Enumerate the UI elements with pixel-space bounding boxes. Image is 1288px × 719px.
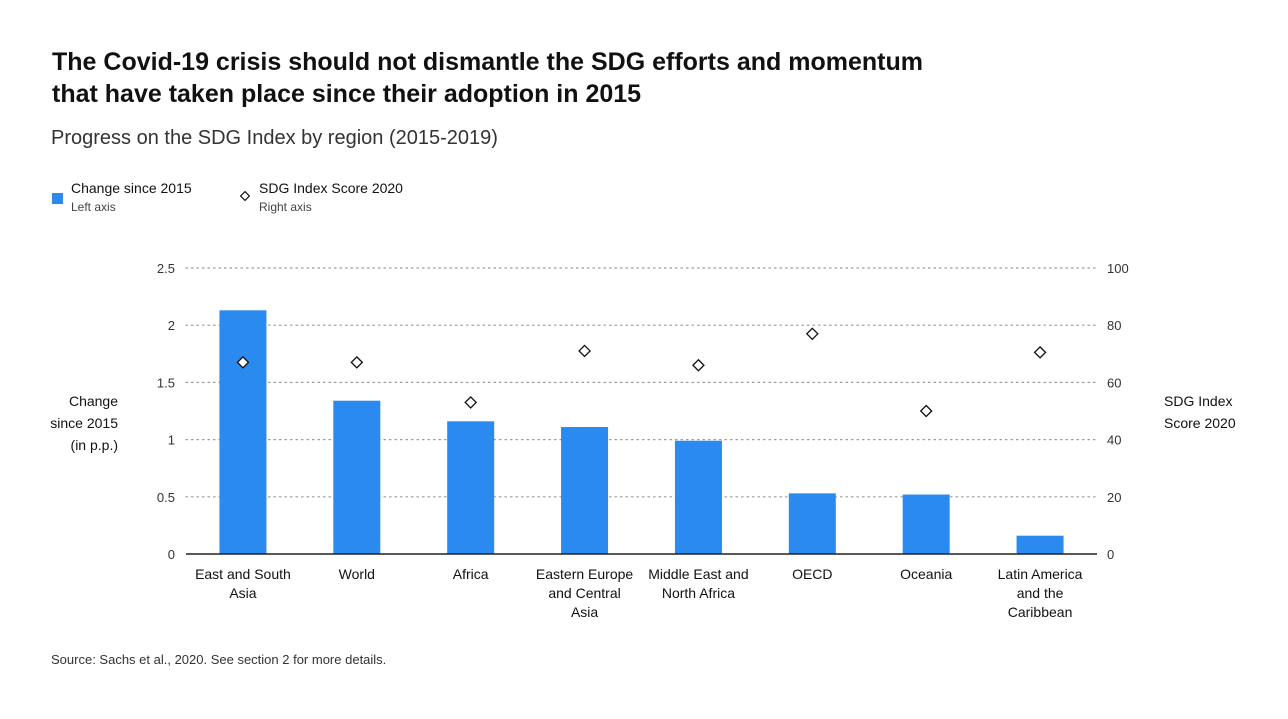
category-label: OECD — [792, 566, 832, 582]
left-axis-tick-label: 0.5 — [157, 490, 175, 505]
chart-title-line-2: that have taken place since their adopti… — [52, 80, 642, 108]
left-axis-title-line: (in p.p.) — [70, 437, 118, 453]
score-diamond — [805, 327, 819, 341]
bar — [674, 440, 722, 554]
right-axis-tick-label: 80 — [1107, 318, 1121, 333]
left-axis-title-line: Change — [68, 393, 118, 409]
category-label: Latin America — [998, 566, 1083, 582]
bar — [219, 310, 267, 554]
right-axis-tick-label: 0 — [1107, 547, 1114, 562]
score-diamond — [1033, 345, 1047, 359]
category-label: World — [339, 566, 375, 582]
category-label: Oceania — [900, 566, 952, 582]
category-label: Middle East and — [648, 566, 748, 582]
score-diamond — [350, 355, 364, 369]
right-axis-tick-label: 100 — [1107, 261, 1129, 276]
bar — [1016, 535, 1064, 554]
legend-label-change: Change since 2015 — [71, 180, 192, 196]
score-diamond — [692, 358, 705, 372]
left-axis-tick-label: 2.5 — [157, 261, 175, 276]
chart-subtitle: Progress on the SDG Index by region (201… — [51, 127, 498, 149]
bar — [902, 494, 950, 554]
legend-diamond-swatch — [240, 191, 250, 201]
bar — [561, 427, 609, 554]
chart-title: The Covid-19 crisis should not dismantle… — [52, 46, 1052, 110]
bar — [788, 493, 836, 554]
left-axis-title: Change since 2015 (in p.p.) — [48, 390, 118, 456]
bar — [333, 400, 381, 554]
category-label: Asia — [229, 585, 256, 601]
left-axis-tick-label: 0 — [168, 547, 175, 562]
category-label: Africa — [453, 566, 489, 582]
score-diamond — [236, 355, 250, 369]
category-label: East and South — [195, 566, 291, 582]
right-axis-title-line: Score 2020 — [1164, 415, 1236, 431]
right-axis-title: SDG Index Score 2020 — [1164, 390, 1236, 434]
score-diamond — [578, 344, 591, 358]
legend-label-score: SDG Index Score 2020 — [259, 180, 403, 196]
category-label: Eastern Europe — [536, 566, 633, 582]
left-axis-tick-label: 2 — [168, 318, 175, 333]
left-axis-tick-label: 1 — [168, 433, 175, 448]
category-label: and the — [1017, 585, 1064, 601]
bar — [447, 421, 495, 554]
legend-sublabel-left-axis: Left axis — [71, 200, 116, 214]
category-label: and Central — [548, 585, 620, 601]
score-diamond — [919, 404, 933, 418]
legend-sublabel-right-axis: Right axis — [259, 200, 312, 214]
left-axis-title-line: since 2015 — [50, 415, 118, 431]
category-label: Caribbean — [1008, 604, 1073, 620]
score-diamond — [464, 396, 478, 409]
source-note: Source: Sachs et al., 2020. See section … — [51, 652, 387, 667]
right-axis-title-line: SDG Index — [1164, 393, 1233, 409]
left-axis-tick-label: 1.5 — [157, 375, 175, 390]
category-label: North Africa — [662, 585, 735, 601]
right-axis-tick-label: 20 — [1107, 490, 1121, 505]
legend-bar-swatch — [52, 193, 63, 204]
category-label: Asia — [571, 604, 598, 620]
chart-title-line-1: The Covid-19 crisis should not dismantle… — [52, 48, 923, 76]
right-axis-tick-label: 60 — [1107, 375, 1121, 390]
right-axis-tick-label: 40 — [1107, 433, 1121, 448]
